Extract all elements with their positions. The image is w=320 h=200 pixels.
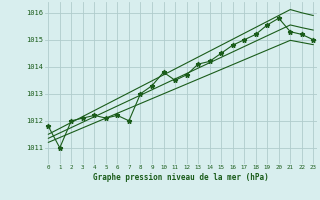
X-axis label: Graphe pression niveau de la mer (hPa): Graphe pression niveau de la mer (hPa) <box>93 173 269 182</box>
